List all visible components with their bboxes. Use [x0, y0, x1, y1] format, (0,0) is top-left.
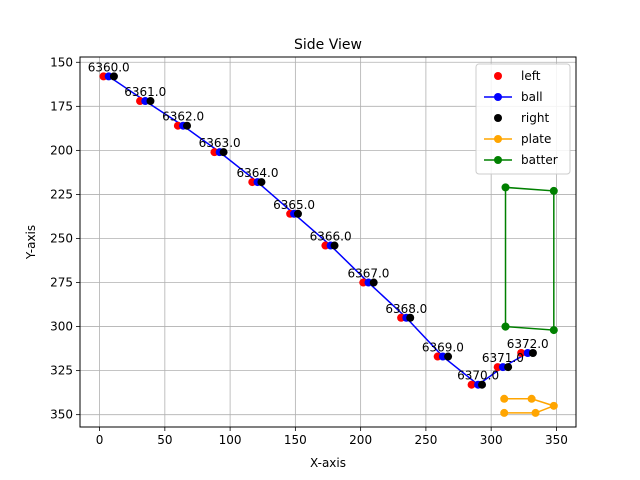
y-tick-label: 200 [50, 143, 73, 157]
legend-marker-left [494, 72, 502, 80]
right-point [293, 209, 302, 218]
legend-marker-plate [494, 135, 502, 143]
plot-frame [79, 56, 577, 428]
x-tick-label: 200 [349, 433, 372, 447]
x-tick-label: 100 [219, 433, 242, 447]
legend-marker-right [494, 114, 502, 122]
right-point [330, 241, 339, 250]
right-point [219, 148, 228, 157]
legend: left ball right plate batter [475, 63, 571, 175]
x-tick-label: 250 [414, 433, 437, 447]
plot-series [99, 72, 558, 417]
chart-title: Side View [294, 37, 362, 53]
legend-label-right: right [521, 111, 549, 125]
legend-marker-batter [494, 156, 502, 164]
y-tick-label: 300 [50, 320, 73, 334]
axis-ticks: 0 50 100 150 200 250 300 350 150 175 200 225 250 275 3… [50, 55, 568, 447]
plate-point [500, 394, 509, 403]
x-tick-label: 0 [96, 433, 104, 447]
y-tick-label: 175 [50, 99, 73, 113]
y-tick-label: 250 [50, 231, 73, 245]
legend-label-left: left [521, 69, 541, 83]
x-axis-label: X-axis [310, 456, 346, 470]
right-point [504, 363, 513, 372]
right-point [109, 72, 118, 81]
left-point [517, 349, 526, 357]
y-tick-label: 325 [50, 364, 73, 378]
point-annotation: 6364.0 [237, 166, 279, 180]
legend-marker-ball [494, 93, 502, 101]
right-point [146, 97, 155, 106]
left-point [467, 380, 476, 389]
batter-point [501, 322, 510, 331]
right-point [369, 278, 378, 287]
legend-label-ball: ball [521, 90, 543, 104]
point-annotation: 6366.0 [310, 230, 352, 244]
legend-box [475, 63, 571, 175]
right-point [444, 352, 453, 361]
plate-point [527, 394, 536, 403]
batter-point [549, 186, 558, 195]
x-tick-label: 150 [284, 433, 307, 447]
point-annotation: 6371.0 [482, 351, 524, 365]
x-tick-label: 300 [480, 433, 503, 447]
point-annotation: 6361.0 [124, 85, 166, 99]
right-point [528, 349, 537, 357]
legend-label-plate: plate [521, 132, 551, 146]
point-annotation: 6363.0 [199, 136, 241, 150]
x-tick-label: 50 [157, 433, 172, 447]
right-point [183, 121, 192, 130]
plate-point [500, 408, 509, 417]
point-annotation: 6360.0 [88, 60, 130, 74]
x-tick-label: 350 [545, 433, 568, 447]
batter-point [549, 326, 558, 335]
y-axis-label: Y-axis [24, 225, 38, 260]
y-tick-label: 275 [50, 276, 73, 290]
point-annotation: 6367.0 [347, 267, 389, 281]
batter-point [501, 183, 510, 192]
y-tick-label: 350 [50, 408, 73, 422]
point-annotation: 6372.0 [507, 337, 549, 351]
point-annotations: 6360.0 6361.0 6362.0 6363.0 6364.0 6365.0 6366… [88, 60, 549, 382]
y-tick-label: 150 [50, 55, 73, 69]
right-point [478, 380, 487, 389]
plate-point [549, 401, 558, 410]
legend-label-batter: batter [521, 153, 558, 167]
y-tick-label: 225 [50, 187, 73, 201]
point-annotation: 6368.0 [385, 302, 427, 316]
plate-point [531, 408, 540, 417]
right-point [257, 178, 266, 187]
right-point [406, 313, 415, 322]
point-annotation: 6370.0 [457, 369, 499, 383]
point-annotation: 6369.0 [422, 341, 464, 355]
point-annotation: 6362.0 [162, 110, 204, 124]
point-annotation: 6365.0 [273, 198, 315, 212]
